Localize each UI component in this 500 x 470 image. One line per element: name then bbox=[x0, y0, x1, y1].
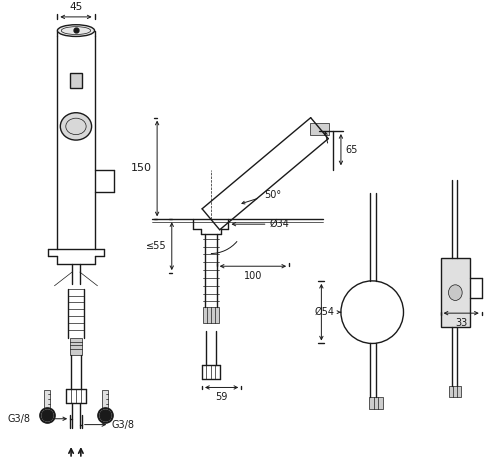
FancyBboxPatch shape bbox=[310, 123, 330, 135]
Ellipse shape bbox=[448, 285, 462, 300]
Bar bbox=[70, 73, 82, 88]
Bar bbox=[44, 391, 50, 412]
Text: Ø54: Ø54 bbox=[314, 307, 334, 317]
Text: 150: 150 bbox=[131, 164, 152, 173]
Text: G3/8: G3/8 bbox=[111, 420, 134, 430]
Bar bbox=[450, 385, 461, 397]
Bar bbox=[370, 397, 383, 409]
Text: 100: 100 bbox=[244, 271, 262, 281]
Text: 33: 33 bbox=[455, 318, 468, 328]
Bar bbox=[440, 258, 470, 327]
Text: 59: 59 bbox=[216, 392, 228, 402]
Ellipse shape bbox=[58, 25, 94, 37]
Text: Ø34: Ø34 bbox=[270, 219, 289, 229]
Text: 45: 45 bbox=[70, 2, 82, 12]
Bar bbox=[102, 391, 108, 412]
Text: 50°: 50° bbox=[264, 190, 282, 200]
Text: G3/8: G3/8 bbox=[8, 414, 30, 424]
Bar bbox=[203, 307, 218, 323]
Bar bbox=[70, 337, 82, 355]
Text: ≤55: ≤55 bbox=[146, 241, 167, 251]
Ellipse shape bbox=[60, 113, 92, 140]
Text: 65: 65 bbox=[346, 145, 358, 155]
